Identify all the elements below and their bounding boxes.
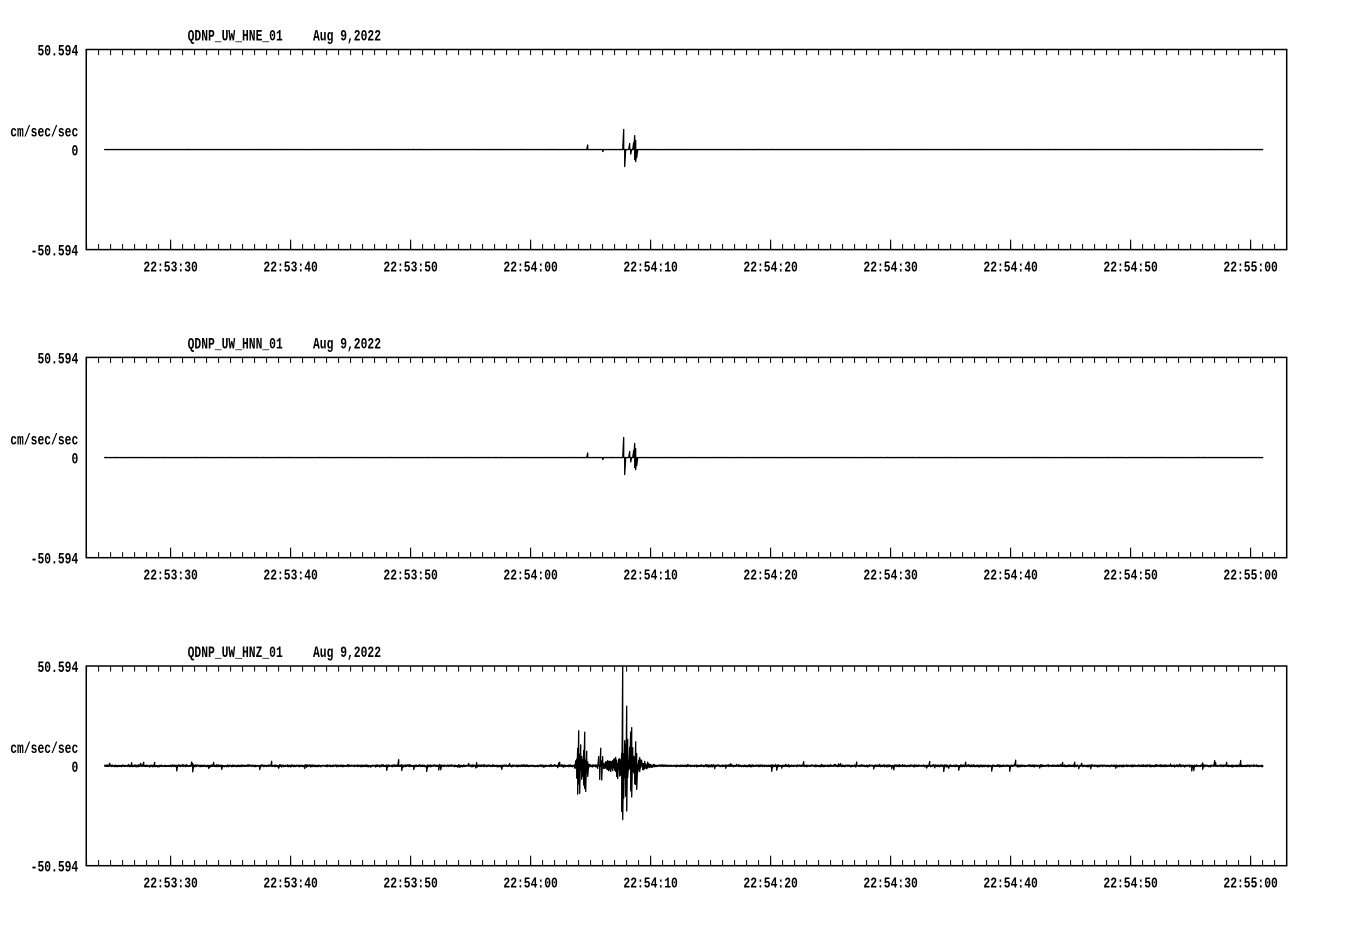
svg-text:22:53:50: 22:53:50 (383, 876, 437, 893)
svg-text:22:54:50: 22:54:50 (1103, 260, 1157, 277)
svg-text:Aug 9,2022: Aug 9,2022 (313, 335, 381, 353)
svg-text:22:54:20: 22:54:20 (743, 260, 797, 277)
svg-text:22:54:30: 22:54:30 (863, 260, 917, 277)
svg-text:22:54:40: 22:54:40 (983, 568, 1037, 585)
svg-text:22:54:30: 22:54:30 (863, 568, 917, 585)
svg-text:-50.594: -50.594 (31, 859, 79, 877)
svg-text:QDNP_UW_HNN_01: QDNP_UW_HNN_01 (188, 335, 283, 353)
svg-text:22:55:00: 22:55:00 (1223, 260, 1277, 277)
svg-text:22:54:40: 22:54:40 (983, 260, 1037, 277)
svg-text:Aug 9,2022: Aug 9,2022 (313, 28, 381, 46)
svg-text:22:54:10: 22:54:10 (623, 568, 677, 585)
svg-text:50.594: 50.594 (37, 350, 78, 368)
svg-text:22:53:40: 22:53:40 (263, 876, 317, 893)
svg-text:22:53:30: 22:53:30 (143, 876, 197, 893)
svg-text:cm/sec/sec: cm/sec/sec (10, 432, 78, 450)
svg-text:-50.594: -50.594 (31, 243, 79, 261)
svg-text:22:54:10: 22:54:10 (623, 876, 677, 893)
svg-text:22:53:50: 22:53:50 (383, 260, 437, 277)
svg-text:QDNP_UW_HNZ_01: QDNP_UW_HNZ_01 (188, 644, 283, 662)
svg-text:0: 0 (71, 759, 78, 777)
svg-text:22:54:00: 22:54:00 (503, 876, 557, 893)
svg-text:-50.594: -50.594 (31, 551, 79, 569)
svg-text:cm/sec/sec: cm/sec/sec (10, 124, 78, 142)
svg-text:cm/sec/sec: cm/sec/sec (10, 740, 78, 758)
svg-text:22:53:50: 22:53:50 (383, 568, 437, 585)
svg-text:22:55:00: 22:55:00 (1223, 568, 1277, 585)
svg-text:0: 0 (71, 451, 78, 469)
svg-text:22:55:00: 22:55:00 (1223, 876, 1277, 893)
svg-text:22:53:30: 22:53:30 (143, 568, 197, 585)
svg-text:22:54:50: 22:54:50 (1103, 568, 1157, 585)
svg-text:22:53:40: 22:53:40 (263, 260, 317, 277)
svg-text:Aug 9,2022: Aug 9,2022 (313, 644, 381, 662)
svg-text:22:54:00: 22:54:00 (503, 568, 557, 585)
svg-text:50.594: 50.594 (37, 43, 78, 61)
svg-text:22:54:40: 22:54:40 (983, 876, 1037, 893)
svg-text:0: 0 (71, 143, 78, 161)
svg-text:22:54:00: 22:54:00 (503, 260, 557, 277)
svg-text:50.594: 50.594 (37, 659, 78, 677)
svg-text:22:54:20: 22:54:20 (743, 568, 797, 585)
svg-text:22:54:20: 22:54:20 (743, 876, 797, 893)
svg-text:22:54:10: 22:54:10 (623, 260, 677, 277)
svg-text:22:53:30: 22:53:30 (143, 260, 197, 277)
svg-text:22:53:40: 22:53:40 (263, 568, 317, 585)
svg-text:QDNP_UW_HNE_01: QDNP_UW_HNE_01 (188, 28, 283, 46)
svg-text:22:54:50: 22:54:50 (1103, 876, 1157, 893)
svg-text:22:54:30: 22:54:30 (863, 876, 917, 893)
